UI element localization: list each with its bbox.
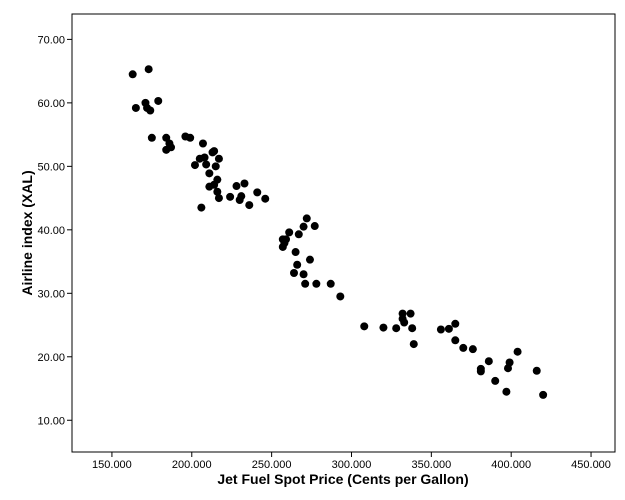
data-point — [310, 222, 319, 231]
data-point — [128, 70, 137, 79]
y-tick-label: 10.00 — [37, 415, 65, 427]
data-point — [197, 203, 206, 212]
x-tick-label: 400.000 — [491, 459, 531, 471]
data-point — [240, 179, 249, 188]
y-tick-label: 20.00 — [37, 352, 65, 364]
data-point — [505, 358, 514, 367]
y-axis-title: Airline index (XAL) — [19, 170, 35, 295]
x-axis-title: Jet Fuel Spot Price (Cents per Gallon) — [217, 471, 468, 487]
data-point — [198, 139, 207, 148]
data-point — [261, 194, 270, 203]
x-axis-ticks: 150.000 200.000 250.000 300.000 350.000 400.0… — [92, 452, 611, 471]
data-point — [214, 194, 223, 203]
y-axis-ticks: 10.00 20.00 30.00 40.00 50.00 60.00 70.00 — [37, 34, 72, 427]
data-point — [205, 169, 214, 178]
data-points — [128, 65, 548, 399]
data-point — [326, 279, 335, 288]
y-tick-label: 60.00 — [37, 98, 65, 110]
x-tick-label: 300.000 — [332, 459, 372, 471]
x-tick-label: 200.000 — [172, 459, 212, 471]
data-point — [539, 390, 548, 399]
y-tick-label: 30.00 — [37, 288, 65, 300]
data-point — [312, 279, 321, 288]
data-point — [468, 345, 477, 354]
data-point — [278, 242, 287, 251]
data-point — [476, 367, 485, 376]
data-point — [336, 292, 345, 301]
data-point — [392, 324, 401, 333]
data-point — [400, 318, 409, 327]
data-point — [532, 366, 541, 375]
data-point — [502, 387, 511, 396]
data-point — [285, 228, 294, 237]
data-point — [144, 65, 153, 74]
data-point — [491, 376, 500, 385]
data-point — [147, 133, 156, 142]
data-point — [409, 340, 418, 349]
data-point — [299, 270, 308, 279]
data-point — [436, 325, 445, 334]
data-point — [301, 279, 310, 288]
x-tick-label: 150.000 — [92, 459, 132, 471]
y-tick-label: 70.00 — [37, 34, 65, 46]
y-tick-label: 40.00 — [37, 225, 65, 237]
data-point — [214, 154, 223, 163]
data-point — [451, 336, 460, 345]
data-point — [190, 161, 199, 170]
data-point — [200, 153, 209, 162]
data-point — [210, 147, 219, 156]
data-point — [299, 222, 308, 231]
x-tick-label: 250.000 — [252, 459, 292, 471]
data-point — [360, 322, 369, 331]
data-point — [302, 214, 311, 223]
data-point — [291, 248, 300, 257]
data-point — [305, 255, 314, 264]
data-point — [451, 319, 460, 328]
data-point — [154, 96, 163, 105]
data-point — [205, 182, 214, 191]
data-point — [235, 195, 244, 204]
data-point — [146, 106, 155, 115]
data-point — [282, 235, 291, 244]
data-point — [289, 268, 298, 277]
data-point — [211, 162, 220, 171]
data-point — [226, 192, 235, 201]
data-point — [162, 145, 171, 154]
data-point — [408, 324, 417, 333]
data-point — [245, 201, 254, 210]
data-point — [444, 324, 453, 333]
data-point — [253, 188, 262, 197]
data-point — [293, 260, 302, 269]
x-tick-label: 350.000 — [411, 459, 451, 471]
data-point — [186, 133, 195, 142]
data-point — [202, 160, 211, 169]
data-point — [513, 347, 522, 356]
x-tick-label: 450.000 — [571, 459, 611, 471]
data-point — [406, 309, 415, 318]
y-tick-label: 50.00 — [37, 161, 65, 173]
data-point — [213, 187, 222, 196]
data-point — [232, 182, 241, 191]
data-point — [484, 357, 493, 366]
data-point — [294, 230, 303, 239]
data-point — [131, 103, 140, 112]
data-point — [379, 323, 388, 332]
plot-frame — [71, 13, 616, 453]
data-point — [459, 343, 468, 352]
